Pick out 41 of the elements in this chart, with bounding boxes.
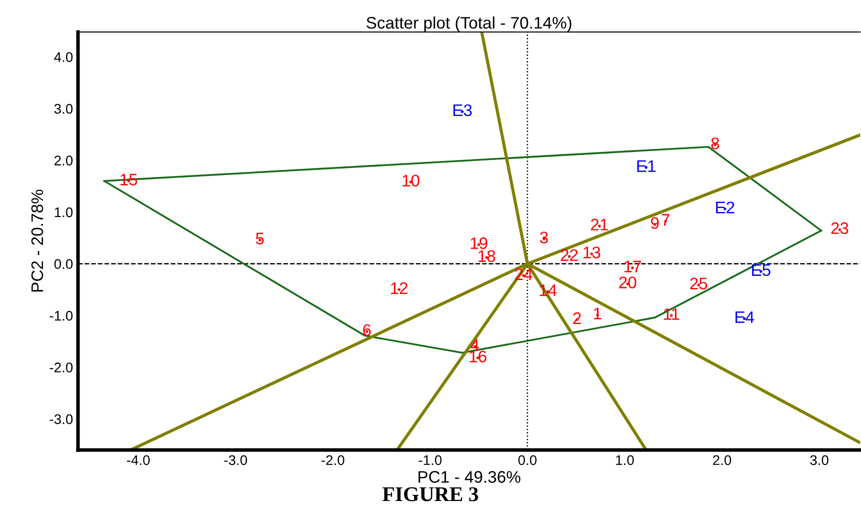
caption: FIGURE 3 — [382, 487, 478, 502]
annotation: 11 — [664, 308, 680, 320]
y-tick-label: 4.0 — [54, 52, 73, 62]
annotation: E2 — [716, 202, 734, 214]
annotation: 8 — [711, 137, 720, 150]
annotation: 6 — [363, 324, 371, 336]
y-tick-label: -2.0 — [50, 362, 73, 372]
annotation: 23 — [831, 222, 848, 234]
x-tick-label: 0.0 — [518, 455, 537, 466]
annotation: 3 — [540, 232, 548, 244]
y-tick-label: 0.0 — [54, 259, 73, 269]
annotation: E5 — [752, 264, 770, 276]
x-tick-label: -3.0 — [224, 455, 248, 466]
x-tick-label: 1.0 — [616, 455, 634, 466]
x-tick-label: -2.0 — [322, 455, 344, 466]
annotation: E4 — [736, 311, 754, 323]
y-tick-label: 1.0 — [54, 207, 73, 218]
annotation: 10 — [402, 174, 420, 186]
annotation: 12 — [391, 282, 408, 294]
annotation: E3 — [453, 104, 472, 116]
y-tick-label: -3.0 — [50, 414, 73, 424]
y-tick-label: 2.0 — [54, 156, 73, 166]
x-axis-title: PC1 - 49.36% — [418, 471, 520, 483]
x-tick-label: 3.0 — [810, 455, 828, 466]
chart-title: Scatter plot (Total - 70.14%) — [366, 16, 572, 32]
annotation: 16 — [470, 350, 486, 362]
annotation: 20 — [619, 276, 636, 288]
y-tick-label: -1.0 — [50, 310, 73, 321]
x-tick-label: 2.0 — [713, 455, 732, 466]
annotation: 25 — [690, 278, 708, 290]
annotation: 13 — [584, 246, 600, 258]
annotation: 18 — [478, 250, 496, 262]
annotation: 21 — [590, 218, 608, 230]
x-tick-label: -1.0 — [418, 455, 442, 466]
y-axis-title: PC2 - 20.78% — [31, 190, 44, 292]
y-tick-label: 3.0 — [54, 104, 73, 114]
annotation: 22 — [560, 249, 578, 261]
annotation: E1 — [637, 160, 656, 172]
annotation: 19 — [470, 237, 488, 250]
x-tick-label: -4.0 — [126, 455, 150, 466]
annotation: 5 — [256, 232, 264, 244]
